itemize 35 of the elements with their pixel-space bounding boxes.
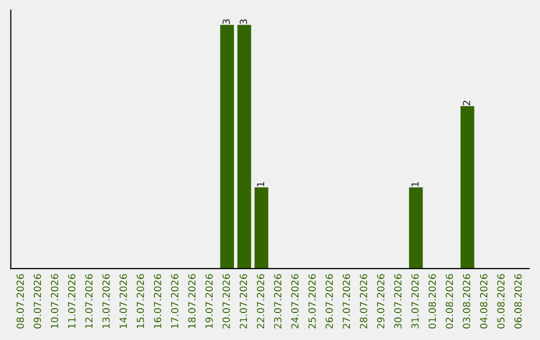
data-label: 1 [412, 182, 419, 186]
x-tick-label: 30.07.2026 [394, 274, 402, 328]
x-tick-label: 15.07.2026 [136, 274, 144, 328]
x-tick-label: 02.08.2026 [446, 274, 454, 328]
x-tick-label: 31.07.2026 [411, 274, 419, 328]
x-tick-label: 11.07.2026 [68, 274, 76, 328]
x-tick-label: 26.07.2026 [326, 274, 333, 328]
x-tick-label: 23.07.2026 [274, 274, 282, 328]
x-tick-label: 24.07.2026 [291, 274, 299, 328]
x-tick-label: 08.07.2026 [16, 274, 24, 328]
x-tick-label: 14.07.2026 [120, 274, 127, 328]
x-tick-label: 04.08.2026 [480, 274, 488, 328]
x-tick-label: 01.08.2026 [428, 274, 436, 328]
x-tick-label: 17.07.2026 [171, 274, 178, 328]
data-label: 3 [222, 19, 230, 24]
x-tick-label: 28.07.2026 [360, 274, 368, 328]
x-tick-label: 29.07.2026 [377, 274, 384, 328]
x-tick-label: 22.07.2026 [256, 274, 264, 328]
x-tick-label: 20.07.2026 [222, 274, 230, 328]
x-tick-label: 27.07.2026 [342, 274, 350, 328]
x-tick-label: 13.07.2026 [102, 274, 110, 328]
x-tick-label: 03.08.2026 [462, 274, 470, 328]
data-label: 2 [462, 100, 470, 106]
x-tick-label: 16.07.2026 [154, 274, 162, 328]
data-label: 3 [240, 19, 248, 24]
x-tick-label: 21.07.2026 [240, 274, 248, 328]
x-tick-label: 05.08.2026 [497, 274, 505, 328]
data-label: 1 [257, 182, 264, 186]
x-tick-label: 06.08.2026 [514, 274, 522, 328]
x-tick-label: 10.07.2026 [50, 274, 58, 328]
x-tick-label: 25.07.2026 [308, 274, 316, 328]
x-tick-label: 18.07.2026 [188, 274, 196, 328]
x-tick-label: 12.07.2026 [85, 274, 93, 328]
x-tick-label: 19.07.2026 [205, 274, 213, 328]
x-tick-label: 09.07.2026 [34, 274, 42, 328]
